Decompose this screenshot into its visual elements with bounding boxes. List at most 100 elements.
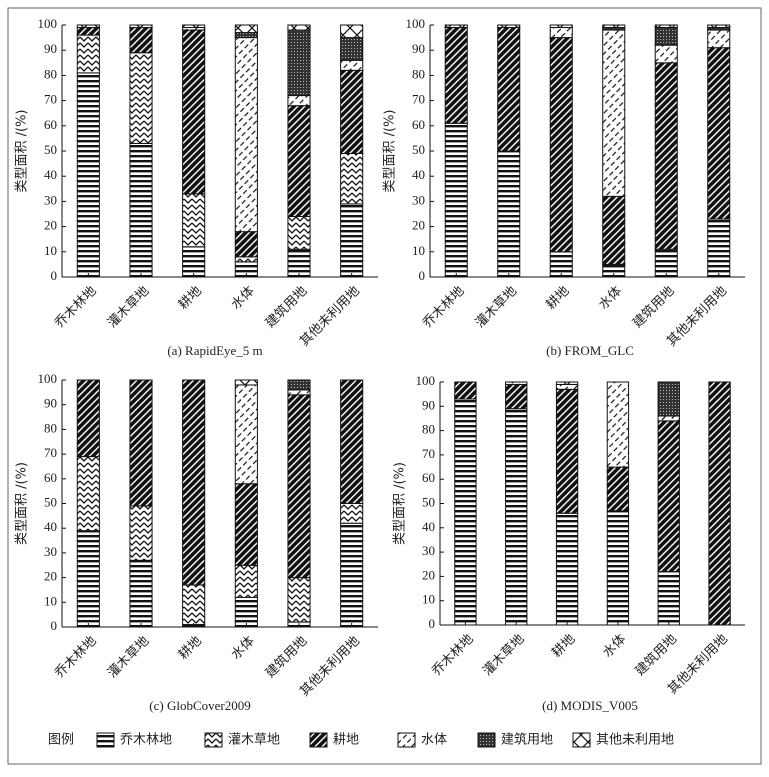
- x-tick-label: 建筑用地: [629, 283, 677, 331]
- bar-segment: [549, 37, 573, 253]
- bar-segment: [234, 379, 258, 386]
- bar-segment: [182, 246, 206, 278]
- legend-swatch: [96, 732, 115, 748]
- y-tick-label: 60: [412, 117, 425, 132]
- bar-segment: [287, 105, 311, 218]
- bar-segment: [707, 24, 731, 29]
- bar-segment: [340, 379, 364, 504]
- bar-segment: [657, 420, 680, 573]
- bar-segment: [234, 596, 258, 628]
- legend-label: 建筑用地: [501, 732, 553, 748]
- bar-segment: [657, 415, 680, 422]
- x-tick-label: 灌木草地: [105, 284, 152, 331]
- bar-segment: [182, 24, 206, 29]
- y-tick-label: 100: [406, 16, 426, 31]
- y-tick-label: 80: [422, 422, 435, 437]
- bar-segment: [340, 503, 364, 524]
- bar-segment: [707, 47, 731, 220]
- bar-segment: [340, 59, 364, 71]
- bar-segment: [654, 248, 678, 278]
- bar-segment: [234, 256, 258, 263]
- bar-segment: [657, 571, 680, 626]
- y-tick-label: 50: [422, 494, 435, 509]
- x-tick-label: 建筑用地: [632, 631, 680, 679]
- y-tick-label: 60: [44, 470, 57, 485]
- bar-segment: [497, 24, 521, 29]
- bar-segment: [76, 72, 100, 278]
- y-tick-label: 60: [422, 470, 435, 485]
- y-tick-label: 10: [422, 592, 435, 607]
- bar-segment: [497, 150, 521, 278]
- bar-segment: [287, 24, 311, 31]
- y-tick-label: 90: [44, 396, 57, 411]
- x-tick-label: 水体: [600, 632, 629, 661]
- panel-caption: (a) RapidEye_5 m: [167, 343, 262, 358]
- legend-label: 耕地: [333, 732, 359, 748]
- panel-caption: (d) MODIS_V005: [542, 698, 638, 713]
- bar-segment: [654, 27, 678, 46]
- bar-segment: [654, 24, 678, 29]
- bar-segment: [707, 218, 731, 278]
- bar-segment: [129, 379, 153, 507]
- x-tick-label: 灌木草地: [480, 632, 527, 679]
- bar-segment: [707, 29, 731, 49]
- x-tick-label: 耕地: [175, 283, 205, 313]
- y-tick-label: 100: [38, 371, 58, 386]
- bar-segment: [234, 483, 258, 566]
- bar-segment: [454, 398, 477, 626]
- y-tick-label: 30: [44, 192, 57, 207]
- bar-segment: [505, 383, 528, 410]
- y-tick-label: 0: [429, 616, 436, 631]
- y-tick-label: 30: [44, 544, 57, 559]
- x-tick-label: 耕地: [543, 283, 573, 313]
- bar-segment: [505, 408, 528, 626]
- x-tick-label: 耕地: [175, 633, 205, 663]
- bar-segment: [606, 466, 630, 512]
- x-tick-label: 水体: [596, 284, 625, 313]
- bar-segment: [654, 62, 678, 250]
- bar-segment: [287, 379, 311, 391]
- bar-segment: [129, 142, 153, 278]
- x-tick-label: 乔木林地: [420, 284, 467, 331]
- bar-segment: [340, 69, 364, 155]
- y-tick-label: 40: [44, 519, 57, 534]
- y-tick-label: 20: [44, 569, 57, 584]
- bar-segment: [76, 27, 100, 36]
- bar-segment: [234, 24, 258, 34]
- bar-segment: [129, 505, 153, 561]
- bar-segment: [549, 27, 573, 39]
- y-tick-label: 20: [422, 567, 435, 582]
- y-axis-label: 类型面积 /(%): [383, 109, 398, 192]
- y-tick-label: 80: [44, 420, 57, 435]
- legend-title: 图例: [48, 733, 74, 748]
- legend-label: 水体: [421, 733, 447, 748]
- y-tick-label: 100: [416, 373, 436, 388]
- bar-segment: [234, 384, 258, 485]
- bar-segment: [555, 381, 579, 385]
- y-tick-label: 80: [44, 66, 57, 81]
- y-tick-label: 10: [412, 243, 425, 258]
- bar-segment: [340, 153, 364, 205]
- x-tick-label: 灌木草地: [105, 634, 152, 681]
- bar-segment: [76, 379, 100, 458]
- bar-segment: [287, 29, 311, 97]
- bar-segment: [287, 216, 311, 250]
- bar-segment: [76, 530, 100, 628]
- y-tick-label: 50: [412, 142, 425, 157]
- bar-segment: [234, 37, 258, 233]
- bar-segment: [708, 381, 731, 626]
- y-tick-label: 10: [44, 243, 57, 258]
- bar-segment: [505, 381, 528, 385]
- y-tick-label: 40: [412, 167, 425, 182]
- bar-segment: [606, 381, 630, 468]
- y-tick-label: 40: [44, 167, 57, 182]
- bar-segment: [287, 95, 311, 107]
- bar-segment: [182, 379, 206, 586]
- y-tick-label: 70: [422, 446, 435, 461]
- x-tick-label: 建筑用地: [262, 283, 310, 331]
- x-tick-label: 乔木林地: [429, 632, 476, 679]
- bar-segment: [602, 24, 626, 29]
- bar-segment: [340, 203, 364, 278]
- y-tick-label: 30: [422, 543, 435, 558]
